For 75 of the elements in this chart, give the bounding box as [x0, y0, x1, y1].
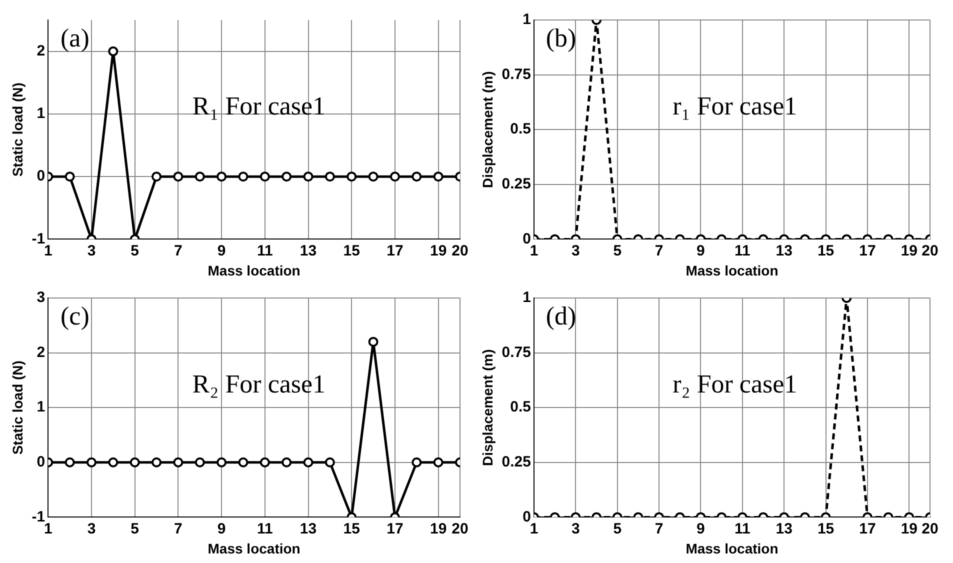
x-tick-label: 15: [817, 242, 834, 260]
x-tick-label: 11: [734, 242, 750, 260]
x-tick-label: 20: [452, 520, 468, 538]
x-tick-label: 15: [343, 242, 360, 260]
y-tick-label: 2: [36, 42, 46, 60]
y-axis-title: Displacement (m): [479, 349, 496, 466]
x-tick-label: 20: [922, 520, 938, 538]
x-tick-label: 13: [776, 242, 792, 260]
x-tick-label: 19: [430, 242, 447, 260]
annotation: (a): [60, 24, 90, 53]
annotation: R₁ For case1: [192, 92, 326, 121]
x-tick-label: 9: [696, 520, 705, 538]
annotation: (b): [546, 24, 576, 53]
y-tick-label: 0.75: [502, 344, 531, 361]
x-tick-label: 17: [386, 242, 404, 260]
y-axis-title: Displacement (m): [479, 71, 496, 188]
y-axis-title: Static load (N): [9, 360, 26, 455]
x-axis-title: Mass location: [686, 262, 778, 278]
x-tick-label: 17: [386, 520, 404, 538]
y-tick-label: 0.5: [510, 398, 531, 416]
x-tick-label: 15: [817, 520, 834, 538]
x-tick-label: 7: [174, 242, 182, 260]
x-tick-label: 3: [572, 520, 580, 538]
x-tick-label: 19: [430, 520, 447, 538]
x-tick-label: 7: [654, 242, 664, 260]
y-tick-label: 0: [522, 508, 531, 526]
y-tick-label: 0: [36, 168, 46, 185]
annotation: r₂ For case1: [672, 370, 798, 399]
annotation: (c): [60, 302, 90, 331]
x-tick-label: 15: [343, 520, 360, 538]
x-axis-title: Mass location: [686, 540, 778, 556]
x-tick-label: 17: [859, 520, 876, 538]
x-tick-label: 3: [87, 242, 96, 260]
x-tick-label: 13: [776, 520, 792, 538]
x-tick-label: 20: [922, 242, 938, 260]
y-tick-label: 1: [522, 11, 531, 28]
x-tick-label: 13: [300, 242, 317, 260]
x-tick-label: 17: [859, 242, 876, 260]
y-tick-label: 2: [36, 344, 46, 361]
x-tick-label: 11: [734, 520, 750, 538]
x-tick-label: 5: [130, 520, 140, 538]
y-tick-label: -1: [32, 230, 46, 248]
y-tick-label: 0: [522, 230, 531, 248]
x-tick-label: 19: [900, 520, 918, 538]
annotation: r₁ For case1: [672, 92, 798, 121]
x-axis-title: Mass location: [208, 262, 300, 278]
y-tick-label: 1: [522, 289, 531, 306]
y-tick-label: 0.25: [502, 454, 531, 471]
x-tick-label: 13: [300, 520, 317, 538]
x-axis-title: Mass location: [208, 540, 300, 556]
y-tick-label: 0: [36, 454, 46, 471]
x-tick-label: 5: [130, 242, 140, 260]
annotation: R₂ For case1: [192, 370, 326, 399]
x-tick-label: 3: [572, 242, 580, 260]
y-tick-label: 0.25: [502, 176, 531, 193]
y-tick-label: 1: [36, 105, 46, 122]
x-tick-label: 5: [613, 242, 622, 260]
y-tick-label: 3: [36, 289, 46, 306]
y-tick-label: -1: [32, 508, 46, 526]
x-tick-label: 19: [900, 242, 918, 260]
x-tick-label: 7: [174, 520, 182, 538]
x-tick-label: 20: [452, 242, 468, 260]
y-tick-label: 0.75: [502, 66, 531, 83]
y-tick-label: 0.5: [510, 120, 531, 138]
x-tick-label: 3: [87, 520, 96, 538]
x-tick-label: 11: [256, 242, 273, 260]
y-tick-label: 1: [36, 398, 46, 416]
x-tick-label: 9: [217, 242, 226, 260]
x-tick-label: 11: [256, 520, 273, 538]
x-tick-label: 9: [696, 242, 705, 260]
y-axis-title: Static load (N): [9, 82, 26, 177]
x-tick-label: 9: [217, 520, 226, 538]
annotation: (d): [546, 302, 576, 331]
x-tick-label: 5: [613, 520, 622, 538]
x-tick-label: 7: [654, 520, 664, 538]
